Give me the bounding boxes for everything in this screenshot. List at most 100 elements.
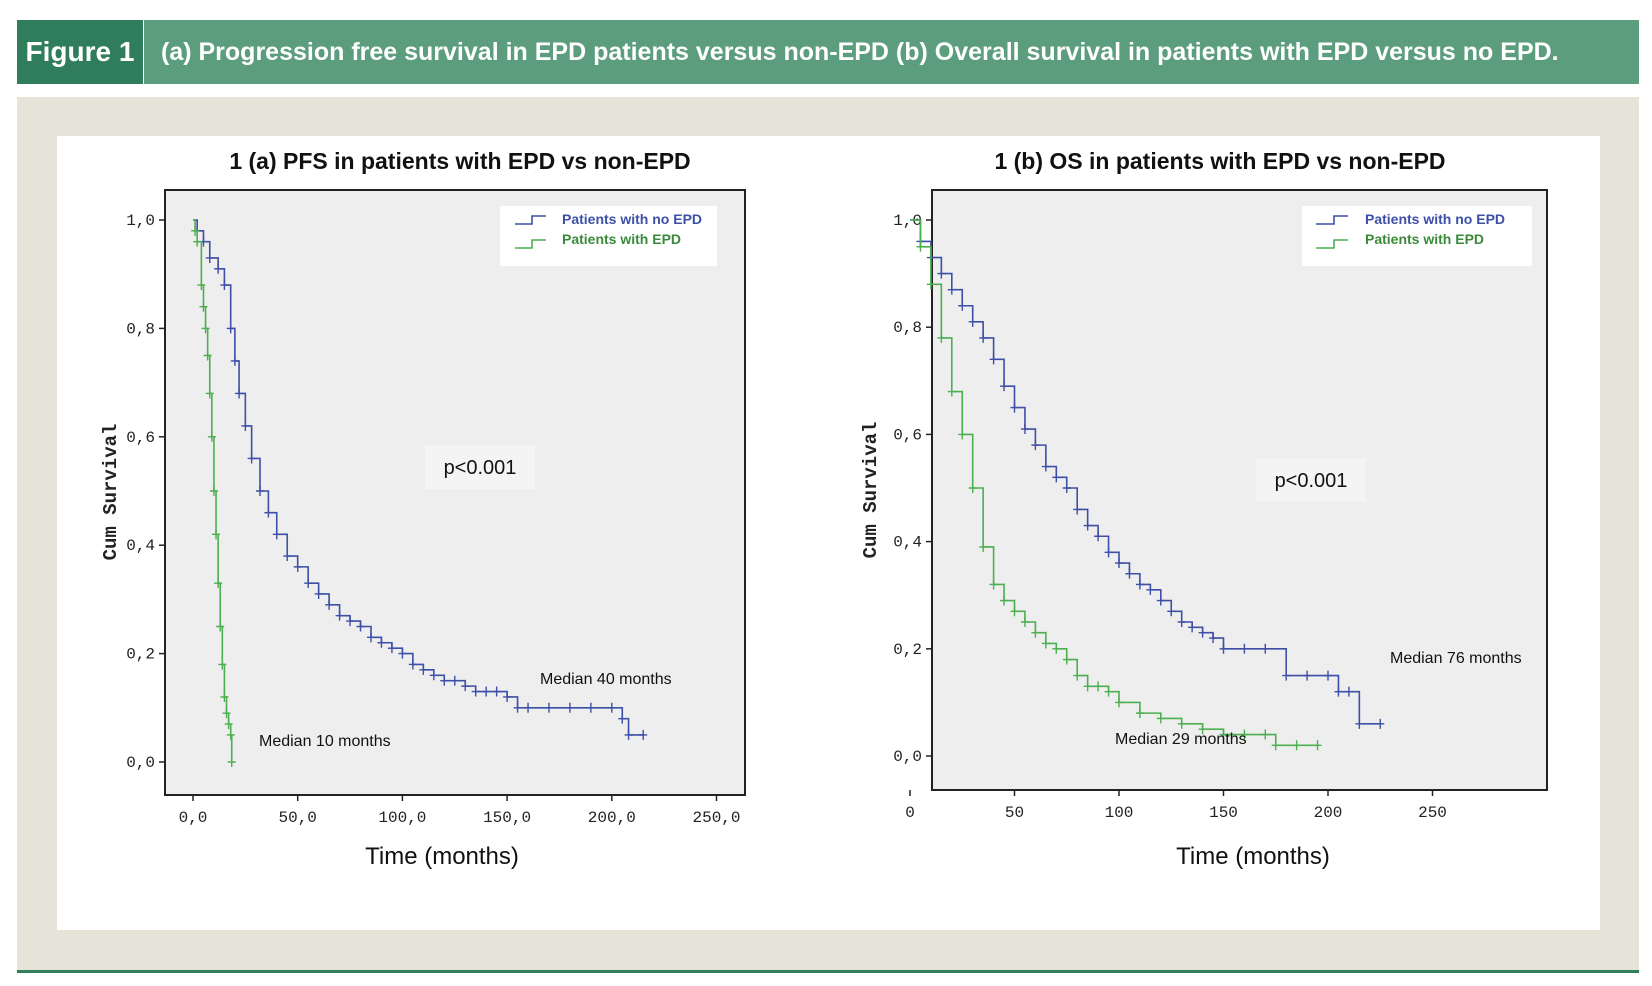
censor-mark <box>1209 633 1218 644</box>
censor-mark <box>293 561 302 572</box>
y-axis-label: Cum Survival <box>100 424 122 561</box>
chart-pfs: 1 (a) PFS in patients with EPD vs non-EP… <box>100 148 746 870</box>
censor-mark <box>1177 718 1186 729</box>
x-tick-label: 250 <box>1418 804 1447 822</box>
censor-mark <box>1010 606 1019 617</box>
y-tick-label: 0,4 <box>893 534 922 552</box>
censor-mark <box>1020 617 1029 627</box>
censor-mark <box>586 702 595 713</box>
censor-mark <box>1219 729 1228 740</box>
median-no-epd-label: Median 40 months <box>540 671 672 688</box>
censor-mark <box>937 268 946 279</box>
x-tick-label: 200 <box>1314 804 1343 822</box>
censor-mark <box>218 659 227 670</box>
censor-mark <box>224 719 233 730</box>
censor-mark <box>227 757 236 767</box>
series-group <box>191 219 648 767</box>
censor-mark <box>958 429 967 440</box>
censor-mark <box>1073 670 1082 681</box>
y-tick-label: 0,8 <box>126 320 155 338</box>
pvalue-label: p<0.001 <box>1275 470 1348 492</box>
censor-mark <box>283 551 292 562</box>
censor-mark <box>1167 606 1176 617</box>
censor-mark <box>205 388 214 399</box>
y-axis-label: Cum Survival <box>860 422 882 559</box>
x-tick-label: 150 <box>1209 804 1238 822</box>
legend-label-no-epd: Patients with no EPD <box>562 211 702 227</box>
censor-mark <box>214 578 223 589</box>
censor-mark <box>1292 740 1301 751</box>
censor-mark <box>1062 483 1071 493</box>
censor-mark <box>989 579 998 590</box>
censor-mark <box>209 486 218 496</box>
figure-header: Figure 1 (a) Progression free survival i… <box>17 20 1639 84</box>
y-tick-label: 0,2 <box>126 646 155 664</box>
censor-mark <box>220 691 229 702</box>
censor-mark <box>1041 638 1050 649</box>
censor-mark <box>203 350 212 361</box>
legend-swatch-no-epd <box>515 215 546 225</box>
legend-label-no-epd: Patients with no EPD <box>1365 211 1505 227</box>
censor-mark <box>1324 670 1332 681</box>
y-tick-label: 0,6 <box>893 426 922 444</box>
censor-mark <box>1240 729 1249 740</box>
censor-mark <box>503 691 512 702</box>
censor-mark <box>968 316 977 327</box>
censor-mark <box>1041 461 1050 472</box>
censor-mark <box>272 529 281 540</box>
pvalue-box <box>425 445 535 489</box>
censor-mark <box>222 708 231 719</box>
y-tick-label: 0,8 <box>893 319 922 337</box>
censor-mark <box>618 713 627 724</box>
censor-mark <box>1083 520 1092 531</box>
median-epd-label: Median 10 months <box>259 733 391 750</box>
censor-mark <box>199 301 208 312</box>
censor-mark <box>241 420 250 431</box>
censor-mark <box>226 323 235 334</box>
censor-mark <box>1031 440 1040 451</box>
censor-mark <box>979 332 988 343</box>
censor-mark <box>1271 740 1280 751</box>
censor-mark <box>1010 402 1019 413</box>
x-tick-label: 100 <box>1105 804 1134 822</box>
censor-mark <box>1198 724 1207 735</box>
censor-mark <box>989 354 998 365</box>
y-tick-label: 0,0 <box>126 754 155 772</box>
legend-label-epd: Patients with EPD <box>1365 231 1484 247</box>
censor-mark <box>916 241 925 252</box>
censor-mark <box>1104 686 1113 697</box>
censor-mark <box>335 610 344 621</box>
censor-mark <box>1146 584 1155 595</box>
chart-os: 1 (b) OS in patients with EPD vs non-EPD… <box>860 148 1548 870</box>
legend-swatch-no-epd <box>1316 215 1348 225</box>
censor-mark <box>461 681 470 692</box>
censor-mark <box>1198 627 1207 638</box>
x-tick-label: 250,0 <box>692 809 740 827</box>
censor-mark <box>1052 643 1061 654</box>
censor-mark <box>524 702 533 713</box>
censor-mark <box>1156 595 1165 606</box>
legend-swatch-epd <box>1316 239 1348 249</box>
censor-mark <box>1188 622 1197 633</box>
legend: Patients with no EPD Patients with EPD <box>1302 206 1532 266</box>
censor-mark <box>1313 740 1322 751</box>
x-tick-label: 150,0 <box>483 809 531 827</box>
censor-mark <box>191 225 200 236</box>
censor-mark <box>1240 643 1249 654</box>
censor-mark <box>197 280 206 291</box>
censor-mark <box>314 588 323 599</box>
censor-mark <box>387 643 396 654</box>
censor-mark <box>440 675 449 686</box>
x-tick-label: 0,0 <box>179 809 208 827</box>
y-tick-label: 0,6 <box>126 429 155 447</box>
censor-mark <box>1083 681 1092 692</box>
plot-area <box>164 189 746 796</box>
y-tick-label: 1,0 <box>126 212 155 230</box>
x-tick-label: 0 <box>905 804 915 822</box>
censor-mark <box>1282 670 1291 681</box>
x-tick-label: 200,0 <box>588 809 636 827</box>
censor-mark <box>256 486 265 496</box>
censor-mark <box>1094 531 1103 542</box>
censor-mark <box>607 702 616 713</box>
censor-mark <box>398 648 407 659</box>
